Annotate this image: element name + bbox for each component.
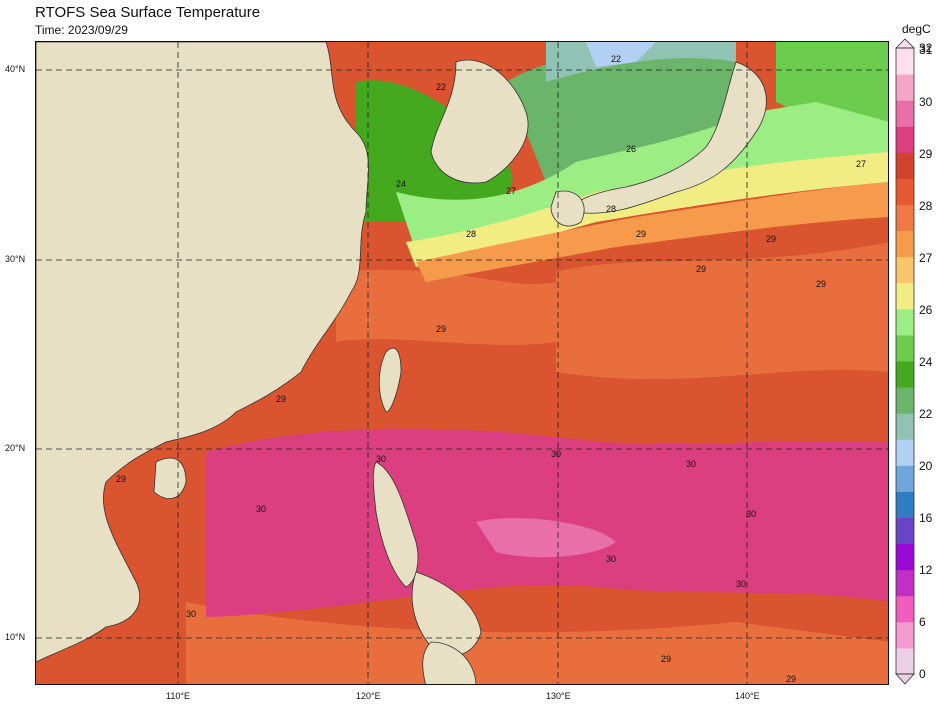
colorbar-label-32: 32 (919, 41, 933, 55)
colorbar-band (896, 230, 914, 258)
isotherm-label: 29 (116, 474, 126, 484)
colorbar-band (896, 465, 914, 492)
isotherm-label: 30 (186, 609, 196, 619)
isotherm-label: 27 (506, 186, 516, 196)
colorbar-label-22: 22 (919, 407, 933, 421)
map-title: RTOFS Sea Surface Temperature (35, 4, 261, 21)
colorbar-band (896, 334, 914, 362)
isotherm-label: 30 (746, 509, 756, 519)
isotherm-label: 30 (256, 504, 266, 514)
colorbar-bands (896, 48, 914, 675)
colorbar-band (896, 543, 914, 571)
colorbar (895, 38, 915, 685)
colorbar-band (896, 569, 914, 597)
isotherm-label: 29 (661, 654, 671, 664)
isotherm-label: 29 (816, 279, 826, 289)
colorbar-band (896, 178, 914, 205)
colorbar-band (896, 74, 914, 101)
lat-label-10n: 10°N (5, 632, 26, 642)
colorbar-band (896, 204, 914, 232)
lon-label-140e: 140°E (735, 691, 760, 701)
lat-label-20n: 20°N (5, 443, 26, 453)
front-28 (416, 182, 888, 282)
colorbar-label-16: 16 (919, 511, 933, 525)
front-26 (396, 102, 888, 252)
isotherm-label: 27 (856, 159, 866, 169)
warm-band-29-south (186, 602, 888, 684)
warm-band-29-central (336, 269, 556, 345)
isotherm-label: 28 (466, 229, 476, 239)
colorbar-band (896, 48, 914, 75)
sst-map-svg: 22 22 24 26 27 27 28 28 29 29 29 29 29 2… (36, 42, 888, 684)
colorbar-label-24: 24 (919, 355, 933, 369)
isotherm-label: 22 (436, 82, 446, 92)
isotherm-label: 29 (436, 324, 446, 334)
colorbar-band (896, 256, 914, 284)
mindanao-island (422, 641, 477, 684)
lat-label-40n: 40°N (5, 64, 26, 74)
isotherm-label: 30 (686, 459, 696, 469)
isotherm-label: 30 (551, 449, 561, 459)
mainland-asia (36, 42, 369, 663)
isotherm-label: 29 (786, 674, 796, 684)
colorbar-band (896, 491, 914, 518)
colorbar-band (896, 439, 914, 466)
cool-north-blue (586, 42, 656, 67)
isotherm-label: 26 (626, 144, 636, 154)
lat-label-30n: 30°N (5, 254, 26, 264)
colorbar-band (896, 282, 914, 310)
isotherm-label: 24 (396, 179, 406, 189)
isotherm-label: 29 (276, 394, 286, 404)
lon-label-120e: 120°E (356, 691, 381, 701)
korea-peninsula (430, 59, 529, 184)
visayas-islands (411, 571, 482, 657)
colorbar-label-6: 6 (919, 615, 926, 629)
warm-band-29-east (556, 242, 888, 380)
colorbar-label-27: 27 (919, 251, 933, 265)
luzon-island (372, 461, 419, 588)
colorbar-unit: degC (902, 22, 931, 36)
colorbar-label-31: 31 (919, 43, 933, 57)
isotherm-label: 30 (606, 554, 616, 564)
colorbar-band (896, 413, 914, 440)
colorbar-band (896, 647, 914, 675)
colorbar-label-29: 29 (919, 147, 933, 161)
colorbar-band (896, 152, 914, 179)
colorbar-band (896, 361, 914, 388)
colorbar-label-20: 20 (919, 459, 933, 473)
japan-kyushu (550, 190, 585, 227)
front-27 (406, 152, 888, 267)
colorbar-label-12: 12 (919, 563, 933, 577)
isotherm-label: 29 (766, 234, 776, 244)
hot-patch-31 (476, 518, 616, 558)
colorbar-label-26: 26 (919, 303, 933, 317)
taiwan-island (378, 347, 402, 413)
colorbar-label-0: 0 (919, 667, 926, 681)
colorbar-min-arrow (895, 673, 915, 685)
lon-label-110e: 110°E (166, 691, 190, 701)
isotherm-label: 28 (606, 204, 616, 214)
colorbar-label-30: 30 (919, 95, 933, 109)
isotherm-label: 30 (376, 454, 386, 464)
isotherm-label: 29 (636, 229, 646, 239)
isotherm-label: 22 (611, 54, 621, 64)
colorbar-band (896, 308, 914, 336)
isotherm-label: 29 (696, 264, 706, 274)
colorbar-outline (895, 47, 915, 675)
colorbar-band (896, 387, 914, 414)
colorbar-label-28: 28 (919, 199, 933, 213)
hainan-island (153, 457, 187, 499)
isotherm-labels: 22 22 24 26 27 27 28 28 29 29 29 29 29 2… (116, 54, 866, 684)
colorbar-band (896, 595, 914, 623)
colorbar-band (896, 126, 914, 153)
lat-lon-grid (36, 42, 888, 684)
colorbar-band (896, 517, 914, 545)
colorbar-band (896, 621, 914, 649)
lon-label-130e: 130°E (546, 691, 571, 701)
map-time: Time: 2023/09/29 (35, 23, 128, 37)
colorbar-band (896, 100, 914, 127)
colorbar-max-arrow (895, 38, 915, 49)
isotherm-label: 30 (736, 579, 746, 589)
sst-map: 22 22 24 26 27 27 28 28 29 29 29 29 29 2… (35, 41, 889, 685)
